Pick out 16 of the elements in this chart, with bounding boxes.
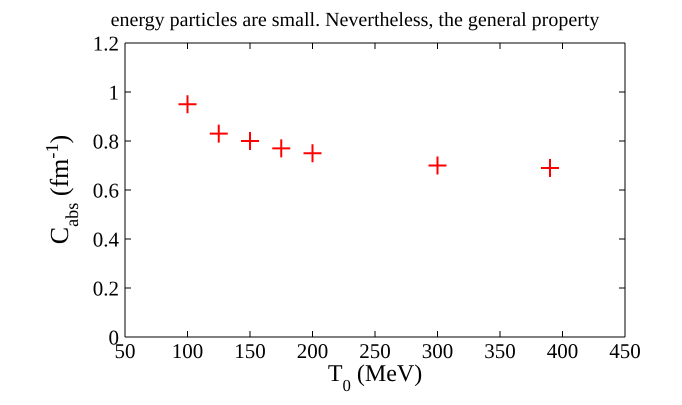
x-tick-label: 450 xyxy=(609,338,641,363)
x-tick-label: 100 xyxy=(172,338,204,363)
x-tick-label: 400 xyxy=(546,338,578,363)
x-tick-label: 300 xyxy=(422,338,454,363)
y-tick-label: 1 xyxy=(108,80,119,104)
y-tick-label: 0.2 xyxy=(92,276,119,300)
y-tick-label: 0.6 xyxy=(92,178,119,202)
x-tick-label: 350 xyxy=(484,338,516,363)
y-tick-label: 0.8 xyxy=(92,129,119,154)
x-tick-label: 250 xyxy=(359,338,391,363)
y-tick-label: 0.4 xyxy=(92,227,120,252)
y-tick-label: 1.2 xyxy=(92,31,119,56)
text: energy particles are small. Nevertheless, the general property xyxy=(110,9,600,31)
x-axis-title: T$_{0}$ (MeV) xyxy=(328,361,422,394)
x-tick-label: 150 xyxy=(234,338,266,363)
x-tick-label: 200 xyxy=(296,338,328,363)
